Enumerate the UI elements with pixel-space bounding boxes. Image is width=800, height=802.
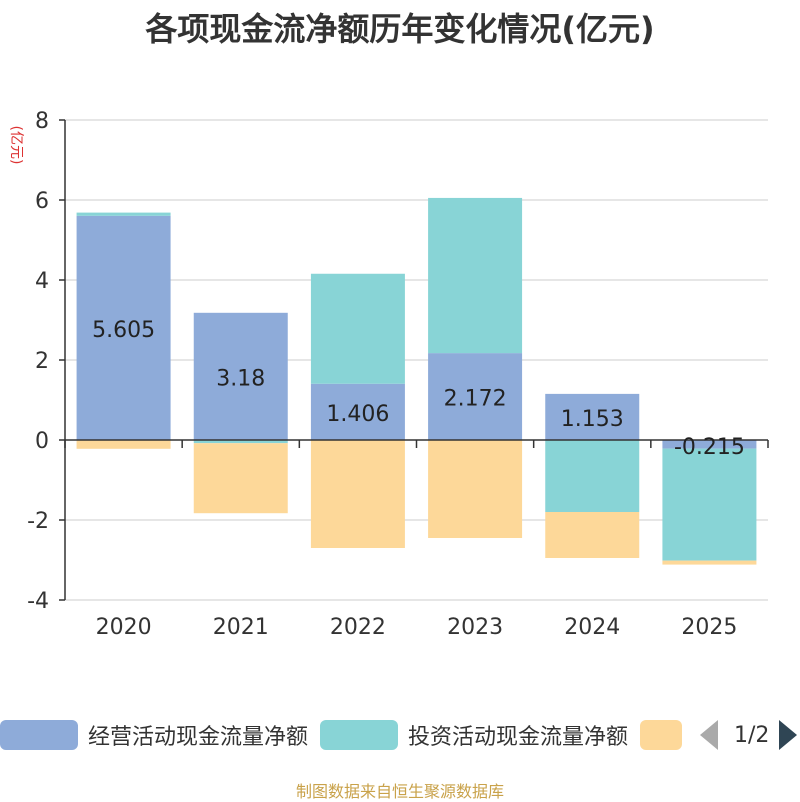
data-label: 3.18 <box>216 366 265 391</box>
x-tick-label: 2021 <box>213 615 269 640</box>
y-tick-label: 0 <box>35 429 49 454</box>
bar-operating <box>310 383 405 440</box>
bar-financing <box>662 560 757 565</box>
pager-prev-icon[interactable] <box>700 720 718 750</box>
bar-investing <box>76 212 171 216</box>
y-tick-label: -4 <box>27 589 49 614</box>
legend-item-investing[interactable]: 投资活动现金流量净额 <box>320 716 628 754</box>
bar-operating <box>545 393 640 440</box>
x-tick-label: 2020 <box>96 615 152 640</box>
bar-investing <box>428 197 523 354</box>
data-label: 1.153 <box>561 407 624 432</box>
bar-operating <box>428 353 523 440</box>
bar-financing <box>545 512 640 558</box>
y-tick-label: 2 <box>35 349 49 374</box>
legend-pager: 1/2 <box>700 716 800 754</box>
data-label: 5.605 <box>92 318 155 343</box>
legend-label-investing: 投资活动现金流量净额 <box>408 725 629 750</box>
bar-investing <box>545 440 640 512</box>
bar-operating <box>76 215 171 440</box>
data-label: 1.406 <box>326 402 389 427</box>
x-tick-label: 2025 <box>681 615 737 640</box>
legend-label-operating: 经营活动现金流量净额 <box>88 725 309 750</box>
bar-operating <box>193 312 288 440</box>
legend-item-operating[interactable]: 经营活动现金流量净额 <box>0 716 308 754</box>
bar-investing <box>193 440 288 444</box>
bar-investing <box>662 448 757 561</box>
data-label: -0.215 <box>674 435 745 460</box>
bar-operating <box>662 440 757 449</box>
y-axis-title: (亿元) <box>8 126 24 165</box>
source-text: 制图数据来自恒生聚源数据库 <box>295 782 504 801</box>
bar-financing <box>76 440 171 449</box>
bar-financing <box>310 440 405 548</box>
data-label: 2.172 <box>444 387 507 412</box>
pager-text: 1/2 <box>734 722 770 748</box>
legend-item-financing[interactable] <box>640 716 682 754</box>
y-tick-label: 4 <box>35 269 49 294</box>
x-tick-label: 2024 <box>564 615 620 640</box>
chart-title: 各项现金流净额历年变化情况(亿元) <box>145 10 655 48</box>
pager-next-icon[interactable] <box>779 720 798 750</box>
x-tick-label: 2022 <box>330 615 386 640</box>
legend-swatch-investing <box>320 720 398 750</box>
legend-swatch-operating <box>0 720 78 750</box>
y-tick-label: 6 <box>35 189 49 214</box>
bar-financing <box>428 440 523 538</box>
x-tick-label: 2023 <box>447 615 503 640</box>
y-tick-label: 8 <box>35 109 49 134</box>
bar-financing <box>193 443 288 514</box>
bar-investing <box>310 273 405 384</box>
y-tick-label: -2 <box>27 509 49 534</box>
legend-swatch-financing <box>640 720 682 750</box>
